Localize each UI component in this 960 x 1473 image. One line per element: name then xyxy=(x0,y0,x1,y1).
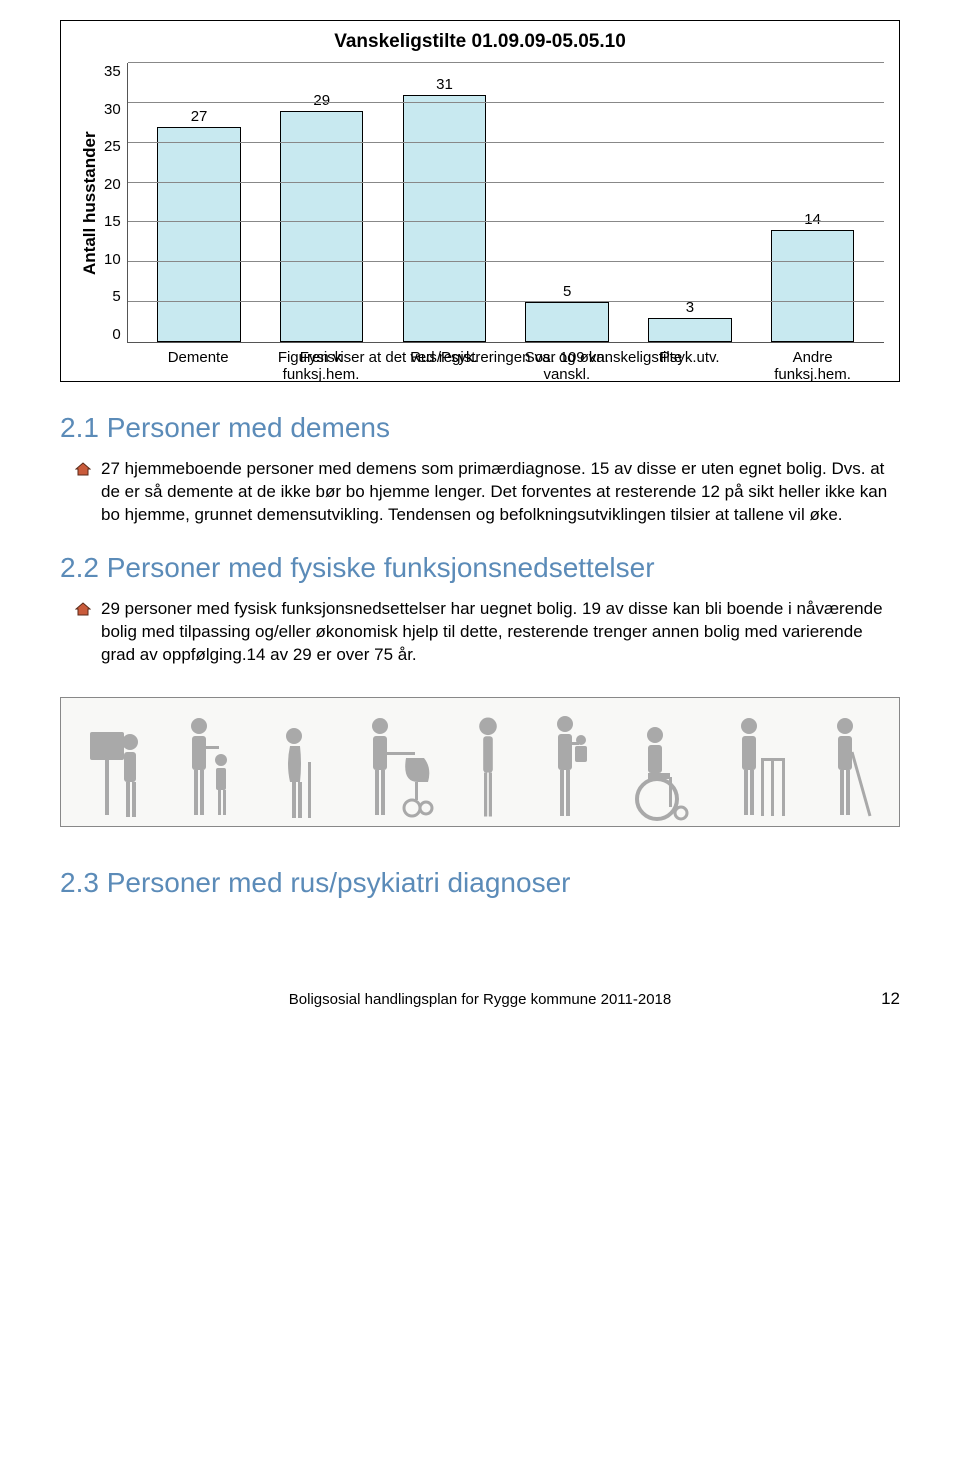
chart-container: Vanskeligstilte 01.09.09-05.05.10 Antall… xyxy=(60,20,900,382)
silhouette-icon xyxy=(86,712,146,822)
plot-area: 27 29 31 5 3 14 xyxy=(127,63,884,343)
bar-value-label: 14 xyxy=(804,211,821,228)
y-axis-ticks: 35 30 25 20 15 10 5 0 xyxy=(104,63,127,343)
grid-line xyxy=(128,62,884,63)
people-illustration-strip xyxy=(60,697,900,827)
section-heading-2-2: 2.2 Personer med fysiske funksjonsnedset… xyxy=(60,552,900,584)
bar xyxy=(525,302,608,342)
house-bullet-icon xyxy=(75,462,91,476)
y-tick: 10 xyxy=(104,251,121,268)
y-tick: 15 xyxy=(104,213,121,230)
bar xyxy=(771,230,854,342)
plot-wrap: 2729315314 DementeFysiskfunksj.hem.Rus/P… xyxy=(127,63,884,343)
section-heading-2-1: 2.1 Personer med demens xyxy=(60,412,900,444)
bar-value-label: 27 xyxy=(191,108,208,125)
x-tick-label: Rus/Psyk. xyxy=(382,349,505,384)
bullet-block-2-2: 29 personer med fysisk funksjonsnedsette… xyxy=(60,598,900,667)
grid-line xyxy=(128,182,884,183)
silhouette-icon xyxy=(629,717,694,822)
y-tick: 0 xyxy=(112,326,120,343)
y-axis-label: Antall husstander xyxy=(76,63,104,343)
chart-title: Vanskeligstilte 01.09.09-05.05.10 xyxy=(76,31,884,53)
y-tick: 5 xyxy=(112,288,120,305)
grid-line xyxy=(128,221,884,222)
bullet-text-2-1: 27 hjemmeboende personer med demens som … xyxy=(101,458,900,527)
bar-slot: 29 xyxy=(260,63,383,342)
y-tick: 35 xyxy=(104,63,121,80)
house-bullet-icon xyxy=(75,602,91,616)
x-tick-label: Sos. og økn.vanskl. xyxy=(505,349,628,384)
silhouette-icon xyxy=(825,712,875,822)
bullet-block-2-1: 27 hjemmeboende personer med demens som … xyxy=(60,458,900,527)
bar-slot: 14 xyxy=(751,63,874,342)
silhouette-icon xyxy=(727,712,792,822)
section-heading-2-3: 2.3 Personer med rus/psykiatri diagnoser xyxy=(60,867,900,899)
bullet-text-2-2: 29 personer med fysisk funksjonsnedsette… xyxy=(101,598,900,667)
footer-title: Boligsosial handlingsplan for Rygge komm… xyxy=(100,991,860,1008)
silhouette-icon xyxy=(360,712,435,822)
bar-slot: 31 xyxy=(383,63,506,342)
silhouette-icon xyxy=(468,712,508,822)
bar-slot: 27 xyxy=(138,63,261,342)
chart-area: Antall husstander 35 30 25 20 15 10 5 0 27 29 31 5… xyxy=(76,63,884,343)
footer-page-number: 12 xyxy=(860,989,900,1009)
bar-value-label: 31 xyxy=(436,76,453,93)
bar-slot: 3 xyxy=(629,63,752,342)
x-tick-label: Psyk.utv. xyxy=(628,349,751,384)
bars-container: 27 29 31 5 3 14 xyxy=(128,63,884,342)
bar-slot: 5 xyxy=(506,63,629,342)
x-axis-labels: DementeFysiskfunksj.hem.Rus/Psyk.Sos. og… xyxy=(127,343,884,384)
y-tick: 30 xyxy=(104,101,121,118)
silhouette-icon xyxy=(272,714,327,822)
x-tick-label: Andrefunksj.hem. xyxy=(751,349,874,384)
silhouette-icon xyxy=(179,712,239,822)
silhouette-icon xyxy=(541,710,596,822)
grid-line xyxy=(128,102,884,103)
bar xyxy=(280,111,363,342)
grid-line xyxy=(128,301,884,302)
x-tick-label: Fysiskfunksj.hem. xyxy=(260,349,383,384)
y-tick: 20 xyxy=(104,176,121,193)
bar xyxy=(157,127,240,342)
grid-line xyxy=(128,142,884,143)
grid-line xyxy=(128,261,884,262)
page-footer: Boligsosial handlingsplan for Rygge komm… xyxy=(60,989,900,1009)
x-tick-label: Demente xyxy=(137,349,260,384)
bar xyxy=(648,318,731,342)
y-tick: 25 xyxy=(104,138,121,155)
bar xyxy=(403,95,486,342)
bar-value-label: 5 xyxy=(563,283,571,300)
bar-value-label: 29 xyxy=(313,92,330,109)
